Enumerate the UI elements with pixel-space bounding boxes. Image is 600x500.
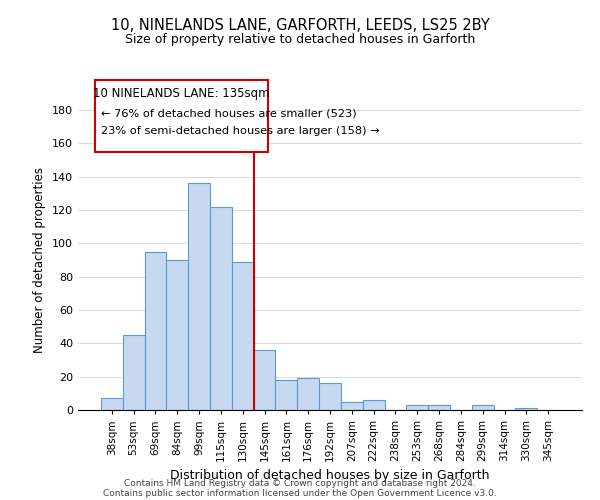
Bar bbox=[275, 380, 297, 410]
Bar bbox=[166, 260, 188, 410]
Bar bbox=[123, 335, 145, 410]
Bar bbox=[472, 405, 494, 410]
X-axis label: Distribution of detached houses by size in Garforth: Distribution of detached houses by size … bbox=[170, 470, 490, 482]
Text: Size of property relative to detached houses in Garforth: Size of property relative to detached ho… bbox=[125, 32, 475, 46]
Bar bbox=[210, 206, 232, 410]
Text: Contains HM Land Registry data © Crown copyright and database right 2024.: Contains HM Land Registry data © Crown c… bbox=[124, 478, 476, 488]
Bar bbox=[232, 262, 254, 410]
Bar bbox=[363, 400, 385, 410]
Bar bbox=[515, 408, 537, 410]
Bar bbox=[254, 350, 275, 410]
Bar bbox=[406, 405, 428, 410]
Y-axis label: Number of detached properties: Number of detached properties bbox=[34, 167, 46, 353]
Text: ← 76% of detached houses are smaller (523): ← 76% of detached houses are smaller (52… bbox=[101, 109, 356, 119]
Text: 10, NINELANDS LANE, GARFORTH, LEEDS, LS25 2BY: 10, NINELANDS LANE, GARFORTH, LEEDS, LS2… bbox=[110, 18, 490, 32]
Text: 10 NINELANDS LANE: 135sqm: 10 NINELANDS LANE: 135sqm bbox=[93, 88, 269, 101]
Bar bbox=[188, 184, 210, 410]
Bar bbox=[428, 405, 450, 410]
Bar bbox=[145, 252, 166, 410]
Bar bbox=[297, 378, 319, 410]
Bar bbox=[101, 398, 123, 410]
Text: Contains public sector information licensed under the Open Government Licence v3: Contains public sector information licen… bbox=[103, 488, 497, 498]
Bar bbox=[319, 384, 341, 410]
Text: 23% of semi-detached houses are larger (158) →: 23% of semi-detached houses are larger (… bbox=[101, 126, 379, 136]
Bar bbox=[341, 402, 363, 410]
